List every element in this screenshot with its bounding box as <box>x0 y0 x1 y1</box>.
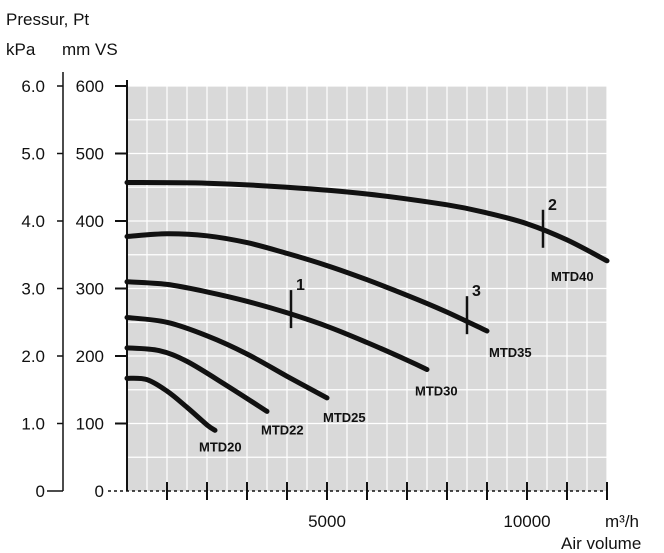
curve-mtd35 <box>124 231 490 334</box>
x-tick-label: 5000 <box>308 512 346 531</box>
axes: 0 0 100 1.0 200 2.0 300 3.0 400 4.0 500 5.0 600 6.0 50… <box>21 72 608 531</box>
y-tick-label-kpa: 5.0 <box>21 145 45 164</box>
y-tick-label-mmvs: 600 <box>76 77 104 96</box>
y-tick-label-kpa: 1.0 <box>21 415 45 434</box>
y-unit-kpa: kPa <box>6 40 36 59</box>
y-unit-mmvs: mm VS <box>62 40 118 59</box>
curve-mtd30 <box>124 279 430 372</box>
operating-point-label: 1 <box>296 277 305 294</box>
series-label-mtd20: MTD20 <box>199 439 242 454</box>
grid <box>127 85 608 491</box>
series-label-mtd40: MTD40 <box>551 269 594 284</box>
y-tick-label-mmvs: 0 <box>95 482 104 501</box>
y-tick-label-kpa: 2.0 <box>21 347 45 366</box>
y-tick-label-kpa: 4.0 <box>21 212 45 231</box>
x-tick-label: 10000 <box>503 512 550 531</box>
curve-mtd25 <box>124 315 330 401</box>
curves <box>124 180 610 433</box>
labels: MTD20 MTD22 MTD25 MTD30 MTD35 MTD40 <box>199 269 594 454</box>
y-tick-label-kpa: 6.0 <box>21 77 45 96</box>
markers: 1 2 3 <box>289 197 557 335</box>
y-tick-label-kpa: 0 <box>36 482 45 501</box>
y-tick-label-kpa: 3.0 <box>21 280 45 299</box>
curve-mtd40 <box>124 180 610 264</box>
y-tick-label-mmvs: 500 <box>76 145 104 164</box>
series-label-mtd22: MTD22 <box>261 422 304 437</box>
y-tick-label-mmvs: 300 <box>76 280 104 299</box>
series-label-mtd35: MTD35 <box>489 345 532 360</box>
curve-mtd20 <box>124 375 218 433</box>
y-tick-label-mmvs: 200 <box>76 347 104 366</box>
x-axis-title: Air volume <box>561 534 641 553</box>
y-tick-label-mmvs: 100 <box>76 415 104 434</box>
x-unit: m³/h <box>605 512 639 531</box>
y-axis-title: Pressur, Pt <box>6 10 89 29</box>
operating-point-label: 3 <box>472 283 481 300</box>
series-label-mtd25: MTD25 <box>323 410 366 425</box>
series-label-mtd30: MTD30 <box>415 384 458 399</box>
y-tick-label-mmvs: 400 <box>76 212 104 231</box>
curve-mtd22 <box>124 345 270 414</box>
operating-point-label: 2 <box>548 197 557 214</box>
